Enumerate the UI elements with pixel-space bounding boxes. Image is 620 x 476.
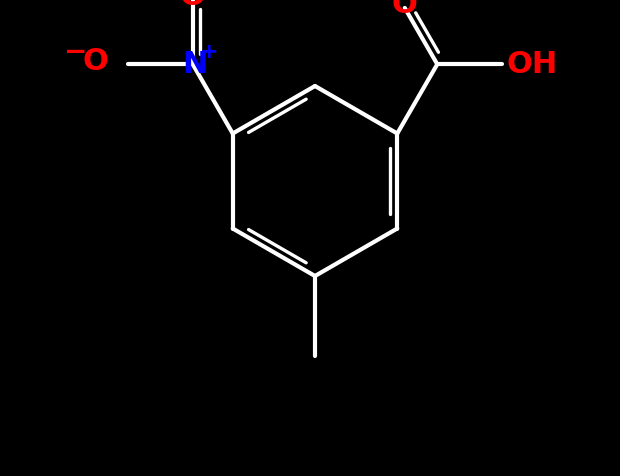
Text: O: O — [180, 0, 206, 11]
Text: O: O — [83, 47, 108, 76]
Text: OH: OH — [507, 50, 558, 79]
Text: N: N — [182, 50, 208, 79]
Text: −: − — [64, 38, 87, 66]
Text: O: O — [392, 0, 418, 20]
Text: +: + — [200, 42, 218, 62]
